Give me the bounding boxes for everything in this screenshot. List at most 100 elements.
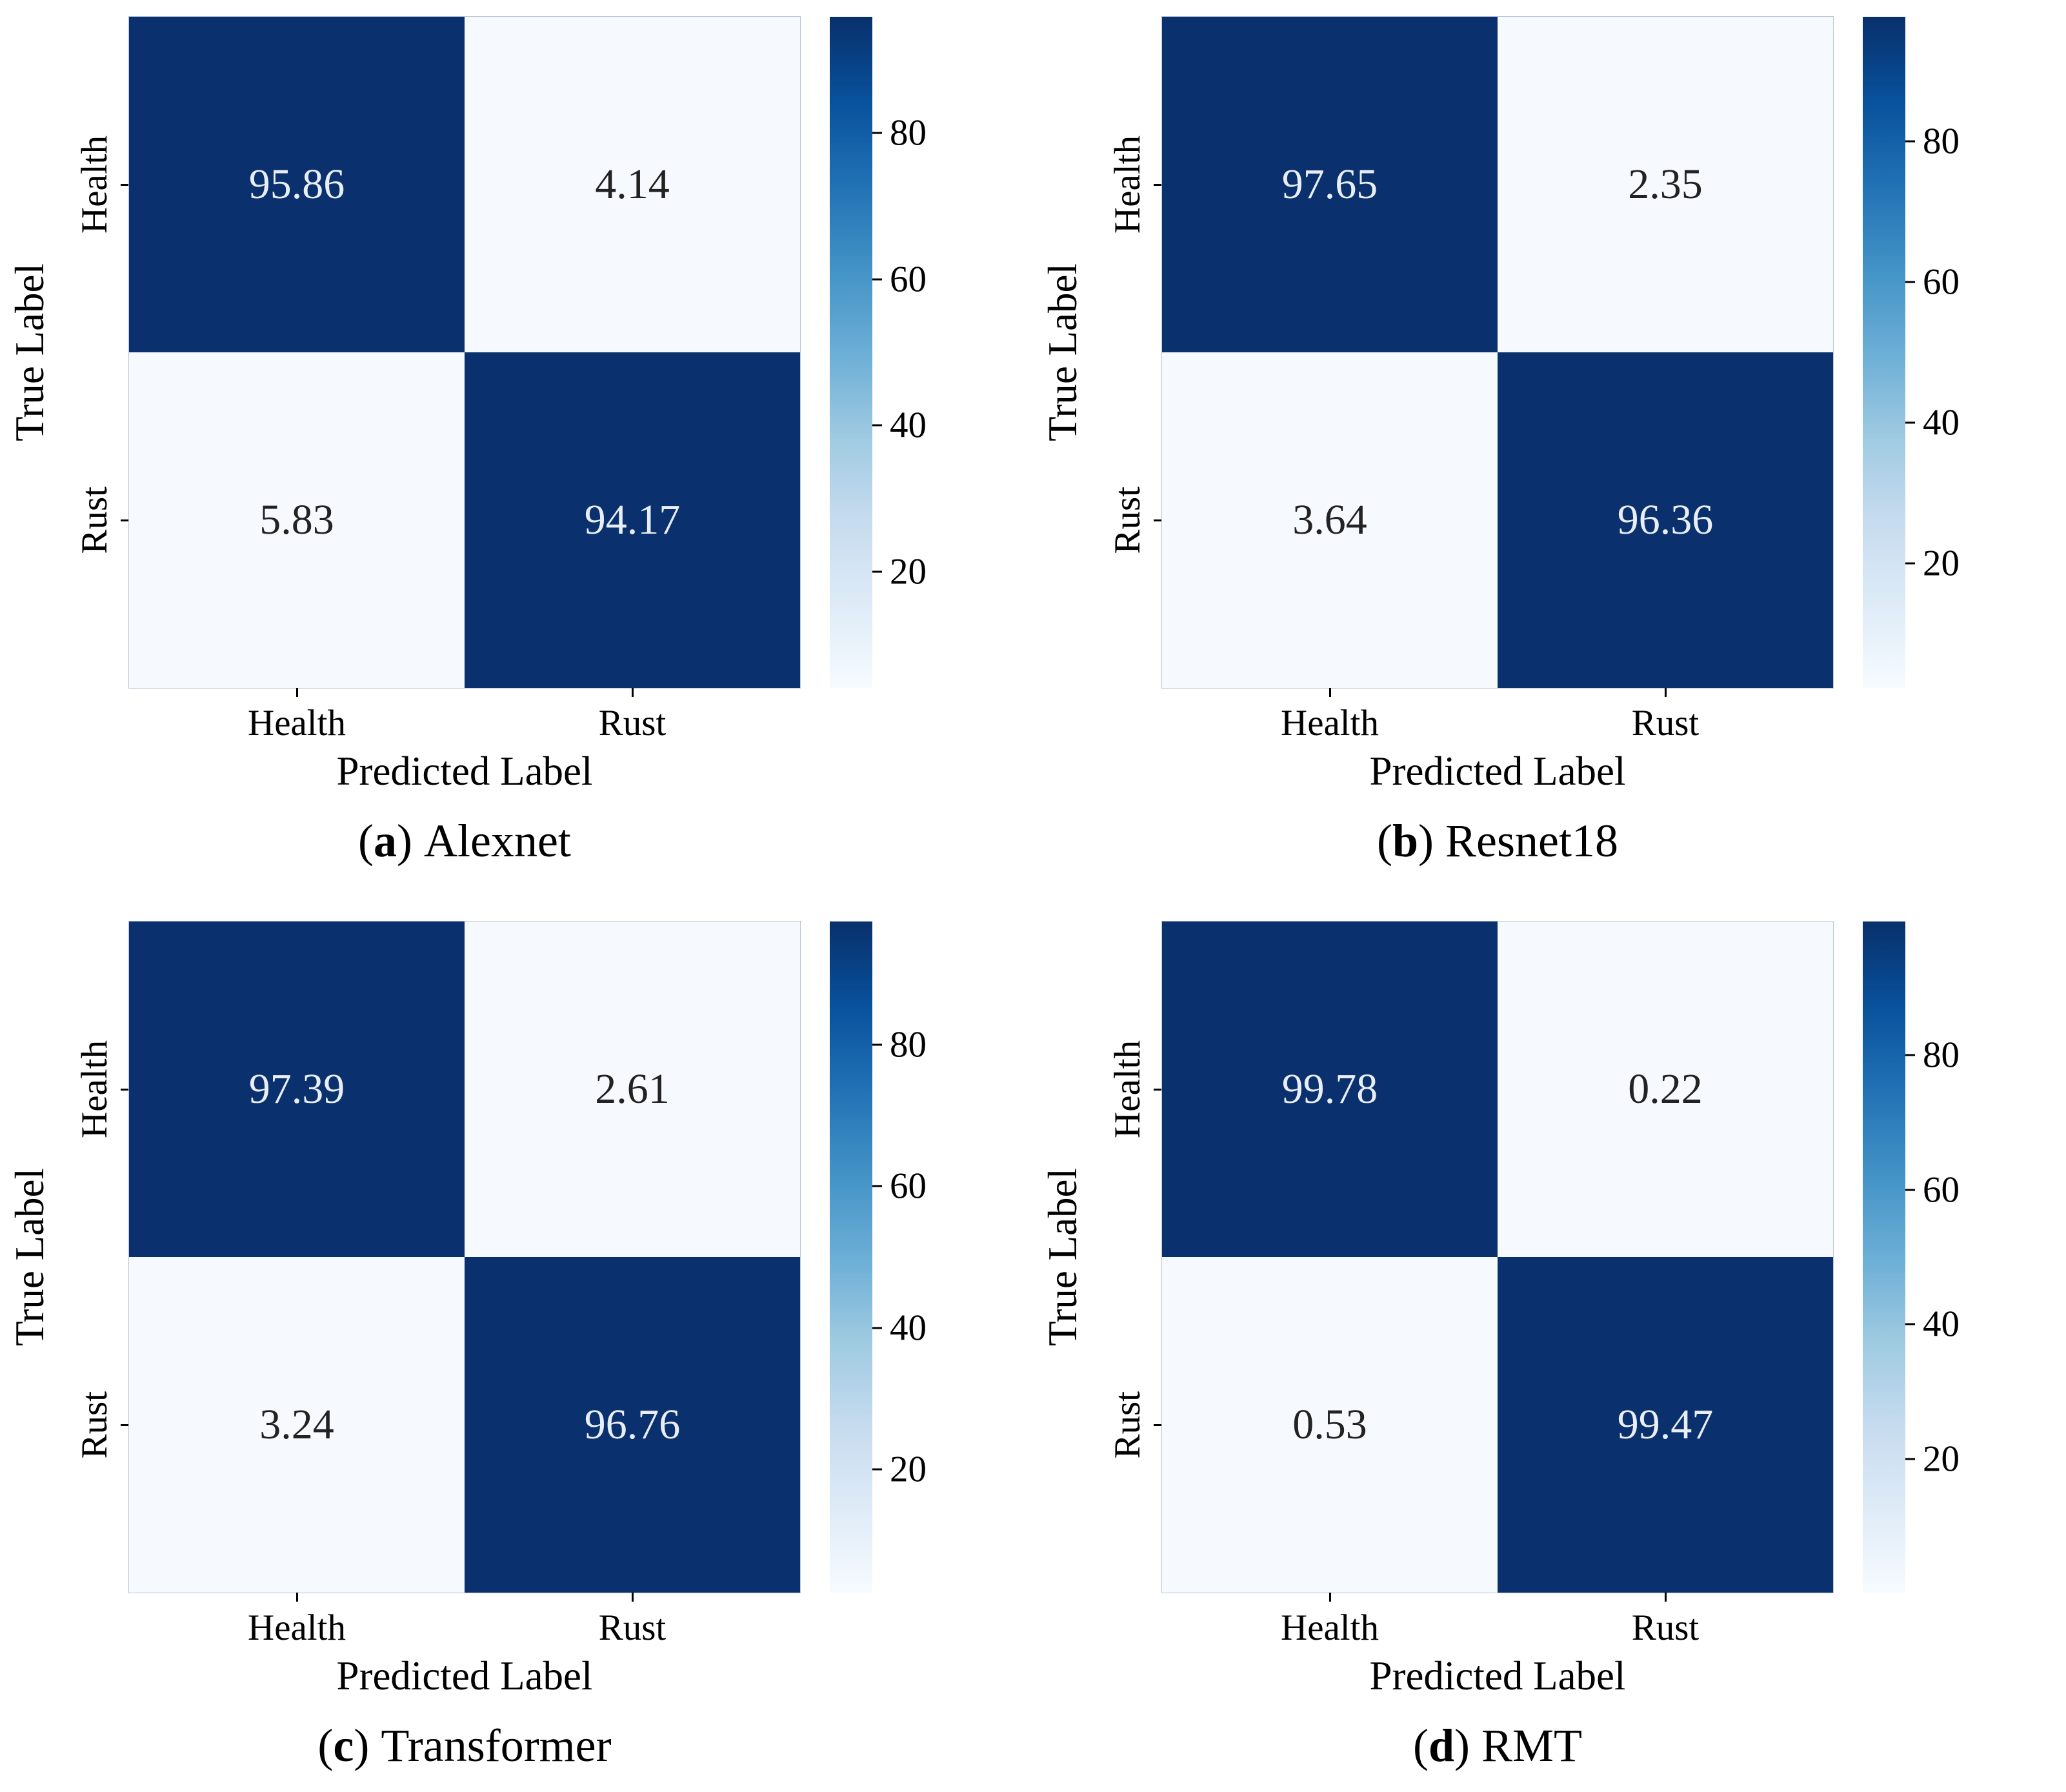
colorbar-tick: 60 [872, 258, 927, 300]
caption-alexnet: (a) Alexnet [97, 814, 832, 868]
panel-rmt: True Label Health Rust 99.78 0.22 0.53 9… [1033, 896, 2066, 1792]
colorbar-container [830, 921, 872, 1593]
colorbar-tick-label: 40 [1923, 1304, 1960, 1345]
matrix-cell: 96.76 [465, 1257, 800, 1593]
colorbar-gradient [830, 17, 872, 688]
y-axis-ticks: Health Rust [1092, 17, 1162, 688]
caption-model: Resnet18 [1445, 815, 1618, 867]
heatmap-alexnet: 95.86 4.14 5.83 94.17 [128, 16, 801, 689]
heatmap-resnet18: 97.65 2.35 3.64 96.36 [1161, 16, 1834, 689]
x-axis-ticks: Health Rust [1162, 1593, 1833, 1649]
x-axis-ticks: Health Rust [129, 1593, 800, 1649]
caption-paren: ) [1418, 815, 1434, 867]
caption-paren: ( [1377, 815, 1392, 867]
tick-mark [1329, 1593, 1331, 1602]
x-tick: Rust [1498, 1593, 1833, 1649]
x-tick-label-rust: Rust [598, 1607, 667, 1648]
colorbar-tick-label: 80 [1923, 1034, 1960, 1076]
caption-paren: ( [358, 815, 374, 867]
x-tick-label-health: Health [1281, 703, 1379, 743]
x-tick: Health [1162, 1593, 1498, 1649]
tick-mark [631, 1593, 634, 1602]
x-tick: Rust [1498, 688, 1833, 744]
colorbar-ticks: 80 60 40 20 [1905, 921, 1996, 1593]
tick-mark [121, 183, 129, 186]
matrix-cell: 95.86 [129, 17, 465, 352]
matrix-cell: 5.83 [129, 352, 465, 688]
colorbar-tick: 20 [1905, 543, 1960, 585]
y-axis-ticks: Health Rust [1092, 921, 1162, 1593]
plot-area: True Label Health Rust 99.78 0.22 0.53 9… [1033, 921, 2066, 1593]
caption-paren: ) [397, 815, 413, 867]
tick-mark [631, 688, 634, 697]
matrix-cell: 96.36 [1498, 352, 1833, 688]
colorbar-tick-label: 40 [890, 405, 927, 446]
colorbar-tick: 80 [1905, 1034, 1960, 1076]
x-tick-label-health: Health [248, 1607, 346, 1648]
colorbar-tick: 60 [1905, 1169, 1960, 1211]
colorbar-tick-label: 40 [890, 1307, 927, 1349]
caption-paren: ) [1454, 1720, 1470, 1771]
colorbar-ticks: 80 60 40 20 [1905, 17, 1996, 688]
colorbar-ticks: 80 60 40 20 [872, 17, 963, 688]
tick-mark [872, 1327, 882, 1329]
colorbar-container [830, 17, 872, 688]
caption-letter: c [333, 1720, 354, 1771]
y-axis-label: True Label [1039, 1168, 1085, 1346]
x-tick: Rust [465, 1593, 800, 1649]
matrix-cell: 2.61 [465, 921, 800, 1257]
colorbar-ticks: 80 60 40 20 [872, 921, 963, 1593]
caption-model: RMT [1481, 1720, 1583, 1771]
x-axis-label: Predicted Label [336, 1653, 593, 1698]
tick-mark [1905, 281, 1915, 283]
colorbar-tick: 80 [872, 112, 927, 154]
y-axis-label-container: True Label [0, 17, 59, 688]
caption-resnet18: (b) Resnet18 [1130, 814, 1865, 868]
colorbar-tick: 60 [872, 1165, 927, 1207]
plot-area: True Label Health Rust 95.86 4.14 5.83 9… [0, 16, 1033, 689]
y-axis-label-container: True Label [1033, 17, 1092, 688]
x-tick: Rust [465, 688, 800, 744]
tick-mark [1664, 1593, 1667, 1602]
colorbar-tick: 40 [1905, 402, 1960, 444]
tick-mark [1664, 688, 1667, 697]
x-axis-label-container: Predicted Label [1162, 748, 1833, 795]
tick-mark [296, 1593, 298, 1602]
plot-area: True Label Health Rust 97.39 2.61 3.24 9… [0, 921, 1033, 1593]
y-tick: Rust [1092, 352, 1162, 688]
caption-model: Transformer [381, 1720, 612, 1771]
tick-mark [1154, 1424, 1162, 1426]
tick-mark [1905, 562, 1915, 565]
colorbar-gradient [1863, 17, 1905, 688]
x-tick: Health [129, 1593, 465, 1649]
x-axis-label-container: Predicted Label [129, 748, 800, 795]
y-axis-label: True Label [6, 263, 52, 441]
tick-mark [121, 1424, 129, 1426]
tick-mark [1905, 1054, 1915, 1056]
colorbar-tick-label: 60 [890, 1165, 927, 1207]
x-axis-label: Predicted Label [336, 749, 593, 794]
tick-mark [872, 132, 882, 134]
y-tick-label-health: Health [74, 136, 115, 234]
matrix-cell: 2.35 [1498, 17, 1833, 352]
y-axis-label: True Label [6, 1168, 52, 1346]
y-tick: Rust [59, 1257, 129, 1593]
x-tick: Health [1162, 688, 1498, 744]
colorbar-tick-label: 80 [1923, 121, 1960, 162]
matrix-cell: 0.53 [1162, 1257, 1498, 1593]
heatmap-transformer: 97.39 2.61 3.24 96.76 [128, 921, 801, 1593]
colorbar-tick-label: 20 [890, 1449, 927, 1490]
y-tick: Health [1092, 921, 1162, 1257]
x-axis-ticks: Health Rust [1162, 688, 1833, 744]
tick-mark [1154, 183, 1162, 186]
x-tick-label-rust: Rust [598, 703, 667, 743]
tick-mark [872, 278, 882, 281]
colorbar-tick: 80 [872, 1023, 927, 1065]
colorbar-tick-label: 20 [1923, 1438, 1960, 1480]
x-tick: Health [129, 688, 465, 744]
y-tick: Rust [1092, 1257, 1162, 1593]
caption-transformer: (c) Transformer [97, 1719, 832, 1773]
colorbar-tick-label: 60 [1923, 261, 1960, 303]
panel-alexnet: True Label Health Rust 95.86 4.14 5.83 9… [0, 0, 1033, 896]
